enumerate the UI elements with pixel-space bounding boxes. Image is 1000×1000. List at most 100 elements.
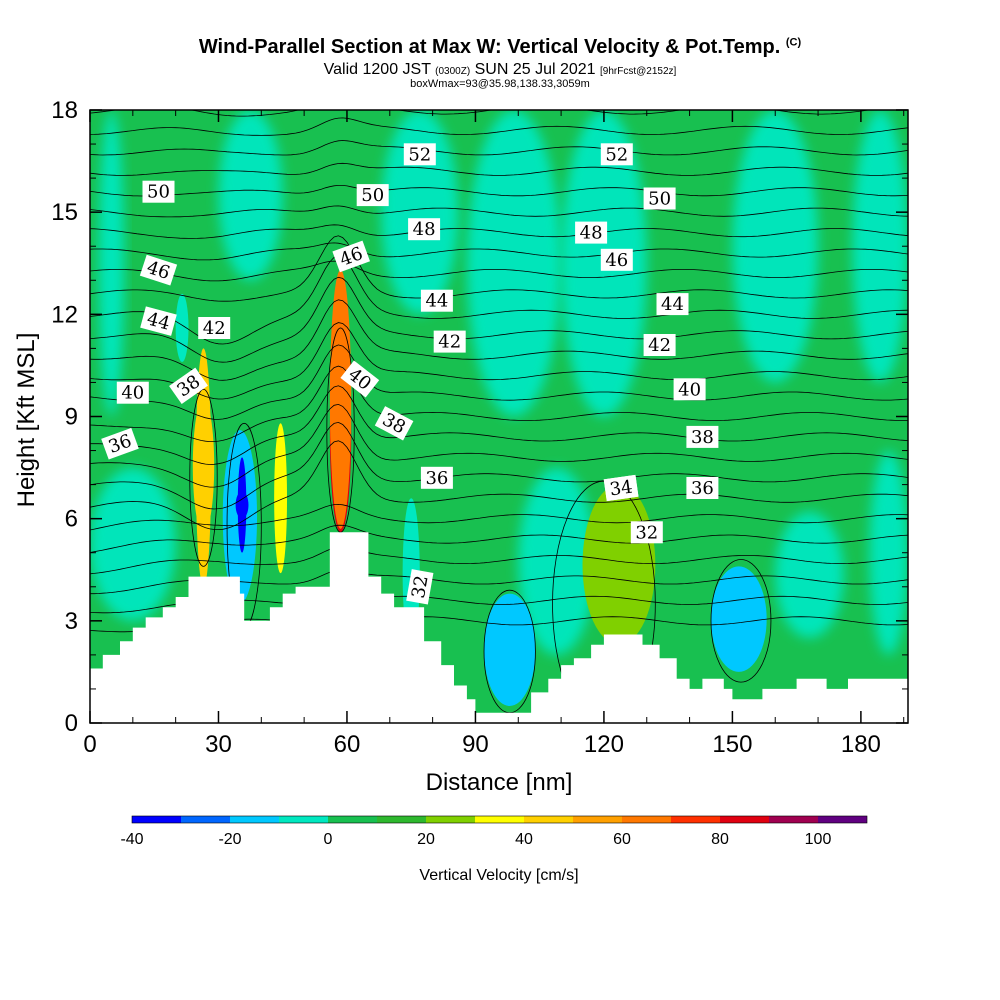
theta-contour-line (90, 344, 908, 420)
y-tick-label: 15 (51, 199, 78, 226)
contour-label-box (600, 143, 633, 166)
x-tick-label: 180 (841, 731, 881, 758)
contour-label: 32 (406, 569, 434, 605)
colorbar-swatch (181, 816, 230, 823)
updraft-weak-region (98, 110, 125, 417)
contour-label-text: 52 (605, 144, 628, 165)
y-tick-label: 18 (51, 97, 78, 124)
colorbar-frame (131, 815, 868, 824)
velocity-cell (274, 423, 288, 574)
updraft-weak-region (466, 110, 562, 417)
contour-label-text: 34 (608, 477, 634, 501)
updraft-weak-region (732, 110, 819, 383)
contour-label-box (603, 474, 639, 502)
colorbar-title: Vertical Velocity [cm/s] (419, 867, 578, 884)
contour-label-text: 44 (661, 294, 684, 315)
velocity-contour (552, 480, 656, 723)
contour-label-text: 36 (425, 468, 448, 489)
contour-label: 52 (403, 143, 436, 166)
chart-title: Wind-Parallel Section at Max W: Vertical… (198, 36, 802, 58)
utc-time: (0300Z) (435, 66, 471, 77)
x-tick-label: 150 (712, 731, 752, 758)
theta-contour-line (90, 255, 908, 345)
velocity-cell (582, 484, 656, 645)
contour-label-text: 48 (413, 219, 436, 240)
terrain (90, 532, 908, 723)
contour-label-text: 32 (408, 574, 433, 600)
theta-contour-line (90, 276, 908, 363)
theta-contour-line (90, 162, 908, 176)
contour-label-text: 48 (580, 223, 603, 244)
contour-label-box (139, 254, 178, 286)
contour-label-box (332, 240, 370, 273)
velocity-cell (710, 566, 767, 672)
colorbar-swatch (524, 816, 573, 823)
colorbar-swatch (230, 816, 279, 823)
colorbar-tick-label: 20 (417, 831, 435, 848)
colorbar-swatch (328, 816, 377, 823)
contour-label: 42 (643, 334, 676, 356)
colorbar-swatch (132, 816, 181, 823)
y-tick-label: 9 (65, 404, 78, 431)
colorbar-tick-label: 60 (613, 831, 631, 848)
theta-contour-line (90, 322, 908, 400)
contour-label-box (643, 334, 676, 356)
contour-label-box (686, 425, 719, 448)
contour-label-box (420, 289, 453, 312)
contour-label-box (420, 466, 453, 489)
contour-label-text: 42 (203, 318, 226, 339)
velocity-contour (710, 559, 772, 683)
contour-label: 42 (433, 330, 466, 353)
forecast-tag: [9hrFcst@2152z] (600, 66, 677, 77)
contour-label-box (600, 248, 633, 271)
velocity-cell (175, 293, 189, 363)
colorbar-swatch (426, 816, 475, 823)
theta-contour-line (90, 242, 908, 261)
theta-contour-line (90, 185, 908, 197)
velocity-core (329, 270, 352, 529)
contour-label: 34 (603, 474, 639, 502)
contour-label-text: 50 (648, 189, 671, 210)
colorbar-tick-label: 40 (515, 831, 533, 848)
contour-label-box (356, 184, 389, 207)
contour-label-text: 52 (408, 144, 431, 165)
contour-label: 44 (140, 306, 177, 336)
contour-label-box (406, 569, 434, 605)
updraft-weak-region (518, 467, 596, 655)
contour-label: 48 (408, 218, 441, 241)
contour-label-box (340, 360, 380, 398)
velocity-contour (483, 589, 536, 714)
colorbar: -40 -20 0 20 40 60 80 100 (120, 815, 868, 848)
velocity-cell (484, 593, 536, 706)
theta-contour-line (90, 224, 908, 239)
contour-label: 38 (686, 425, 719, 448)
contour-label-text: 36 (691, 478, 714, 499)
box-max-line: boxWmax=93@35.98,138.33,3059m (410, 78, 590, 90)
theta-contour-line (90, 205, 908, 218)
velocity-contour (189, 388, 218, 567)
contour-label-box (643, 187, 676, 210)
contour-label: 46 (600, 248, 633, 271)
x-tick-label: 30 (205, 731, 232, 758)
contour-label-text: 42 (438, 332, 461, 353)
contour-label: 36 (686, 477, 719, 499)
velocity-field (90, 110, 908, 706)
contour-label-text: 46 (605, 250, 628, 271)
contour-label-box (169, 367, 208, 404)
colorbar-swatch (622, 816, 671, 823)
contour-label: 50 (643, 187, 676, 210)
contour-label-box (575, 221, 608, 244)
contour-label-text: 38 (691, 427, 714, 448)
contour-label-box (101, 427, 139, 460)
contour-label: 50 (142, 180, 175, 203)
velocity-core (237, 457, 247, 553)
contour-label: 40 (116, 381, 149, 404)
y-tick-label: 12 (51, 301, 78, 328)
x-axis-title: Distance [nm] (426, 769, 573, 796)
updraft-weak-region (852, 110, 908, 383)
chart-subtitle: Valid 1200 JST (0300Z) SUN 25 Jul 2021 [… (323, 61, 677, 78)
copyright-mark: (C) (785, 36, 802, 49)
contour-label-text: 40 (121, 383, 144, 404)
